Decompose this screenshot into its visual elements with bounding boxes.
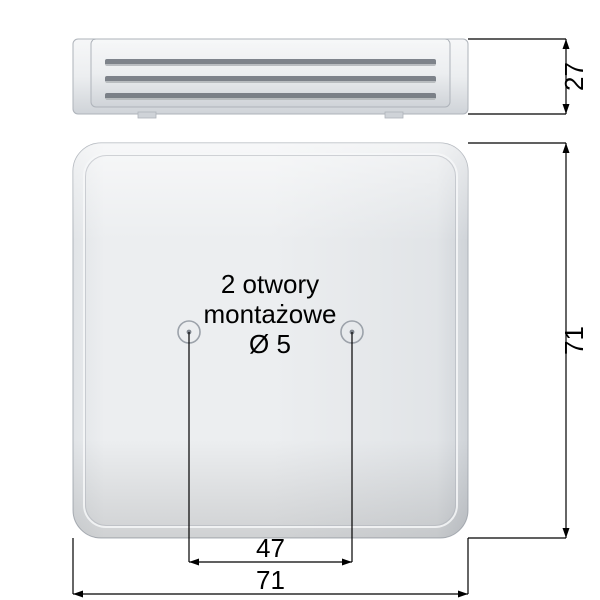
svg-text:27: 27 <box>559 62 589 91</box>
hole-label-line: 2 otwory <box>221 269 319 299</box>
svg-text:71: 71 <box>559 326 589 355</box>
hole-label-line: Ø 5 <box>249 329 291 359</box>
side-profile <box>73 39 468 118</box>
hole-label-line: montażowe <box>204 299 337 329</box>
front-face: 2 otworymontażoweØ 5 <box>73 143 468 538</box>
svg-text:47: 47 <box>256 533 285 563</box>
technical-drawing: 2 otworymontażoweØ 527714771 <box>0 0 600 600</box>
svg-text:71: 71 <box>256 565 285 595</box>
